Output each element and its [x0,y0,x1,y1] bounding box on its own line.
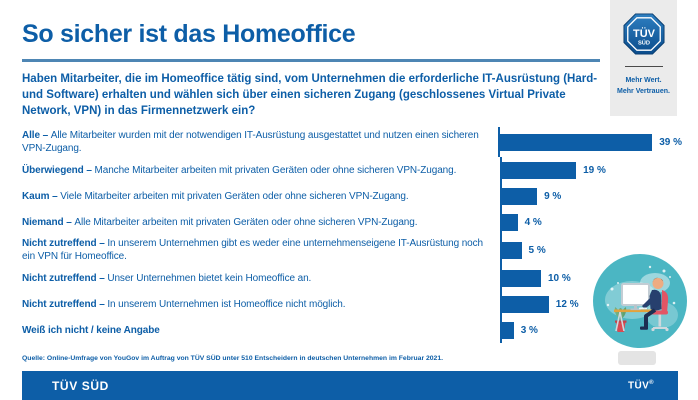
bar [502,295,549,313]
bar [502,161,577,179]
brand-tagline-line2: Mehr Vertrauen. [617,87,670,95]
answer-separator: – [49,190,61,202]
page-title: So sicher ist das Homeoffice [22,20,356,48]
title-divider [22,59,600,62]
answer-text: Weiß ich nicht / keine Angabe [22,322,500,339]
answer-row: Kaum – Viele Mitarbeiter arbeiten mit pr… [22,183,682,209]
bar-cell: 3 % [500,317,682,343]
answer-lead: Nicht zutreffend [22,298,97,310]
answer-row: Überwiegend – Manche Mitarbeiter arbeite… [22,157,682,183]
answer-row: Niemand – Alle Mitarbeiter arbeiten mit … [22,209,682,235]
bar-value-label: 10 % [548,272,571,284]
survey-question: Haben Mitarbeiter, die im Homeoffice tät… [22,73,598,118]
answer-separator: – [39,130,51,141]
bar-cell: 5 % [500,235,682,265]
bar-value-label: 12 % [555,298,579,310]
bar [502,321,514,339]
answer-description: Manche Mitarbeiter arbeiten mit privaten… [94,164,457,176]
bar [502,187,538,205]
bar-cell: 4 % [500,209,682,235]
answer-row: Nicht zutreffend – In unserem Unternehme… [22,291,682,317]
answer-text: Nicht zutreffend – In unserem Unternehme… [22,235,500,265]
tuv-sud-logo-icon: TÜV SÜD [622,13,665,55]
answer-lead: Nicht zutreffend [22,238,97,249]
answer-text: Nicht zutreffend – Unser Unternehmen bie… [22,270,500,287]
bar-value-label: 39 % [659,136,682,148]
bar-value-label: 9 % [544,190,562,202]
bar-cell: 9 % [500,183,682,209]
brand-divider [624,66,663,67]
answer-description: Alle Mitarbeiter arbeiten mit privaten G… [74,216,418,228]
answer-text: Niemand – Alle Mitarbeiter arbeiten mit … [22,214,500,231]
answer-text: Kaum – Viele Mitarbeiter arbeiten mit pr… [22,188,500,205]
brand-tagline-line1: Mehr Wert. [625,77,662,84]
answer-description: Alle Mitarbeiter wurden mit der notwendi… [22,130,479,154]
answer-row: Weiß ich nicht / keine Angabe 3 % [22,317,682,343]
answer-text: Nicht zutreffend – In unserem Unternehme… [22,296,500,313]
svg-text:SÜD: SÜD [637,40,649,47]
bar-cell: 10 % [500,265,682,291]
answer-description: Viele Mitarbeiter arbeiten mit privaten … [60,190,409,202]
bar-cell: 12 % [500,291,682,317]
answer-row: Alle – Alle Mitarbeiter wurden mit der n… [22,127,682,157]
answer-text: Alle – Alle Mitarbeiter wurden mit der n… [22,127,498,157]
answer-lead: Niemand [22,216,64,228]
bar [502,241,522,259]
answer-separator: – [96,238,108,249]
footer-bar: TÜV SÜD TÜV® [22,371,678,400]
answer-description: In unserem Unternehmen ist Homeoffice ni… [107,298,346,310]
answer-lead: Weiß ich nicht / keine Angabe [22,324,160,336]
footer-logo-tuv: TÜV [627,380,650,392]
answer-lead: Kaum [22,190,50,202]
footer-logo-text: TÜV® [628,380,654,391]
bar-value-label: 19 % [583,164,606,176]
answer-separator: – [96,298,108,310]
bar-cell: 39 % [498,127,682,157]
answer-description: In unserem Unternehmen gibt es weder ein… [22,238,484,262]
answer-separator: – [96,272,108,284]
bar [502,213,518,231]
bar-chart: Alle – Alle Mitarbeiter wurden mit der n… [22,127,682,343]
answer-separator: – [83,164,95,176]
answer-lead: Überwiegend [22,164,84,176]
answer-description: Unser Unternehmen bietet kein Homeoffice… [107,272,312,284]
bar [502,269,541,287]
footer-brand-text: TÜV SÜD [52,378,109,393]
bar-value-label: 3 % [520,324,538,336]
person-at-desk-illustration [593,254,687,348]
answer-text: Überwiegend – Manche Mitarbeiter arbeite… [22,162,500,179]
answer-separator: – [63,216,75,228]
answer-lead: Alle [22,130,40,141]
bar-value-label: 5 % [528,244,546,256]
brand-panel: TÜV SÜD Mehr Wert. Mehr Vertrauen. [610,0,677,116]
brand-tagline: Mehr Wert. Mehr Vertrauen. [617,76,670,97]
svg-text:TÜV: TÜV [633,27,656,40]
bar-value-label: 4 % [524,216,542,228]
answer-lead: Nicht zutreffend [22,272,97,284]
answer-row: Nicht zutreffend – Unser Unternehmen bie… [22,265,682,291]
bar-cell: 19 % [500,157,682,183]
bar [500,133,653,151]
answer-row: Nicht zutreffend – In unserem Unternehme… [22,235,682,265]
source-note: Quelle: Online-Umfrage von YouGov im Auf… [22,355,443,362]
registered-mark: ® [649,379,654,386]
illustration-shadow [618,351,656,365]
